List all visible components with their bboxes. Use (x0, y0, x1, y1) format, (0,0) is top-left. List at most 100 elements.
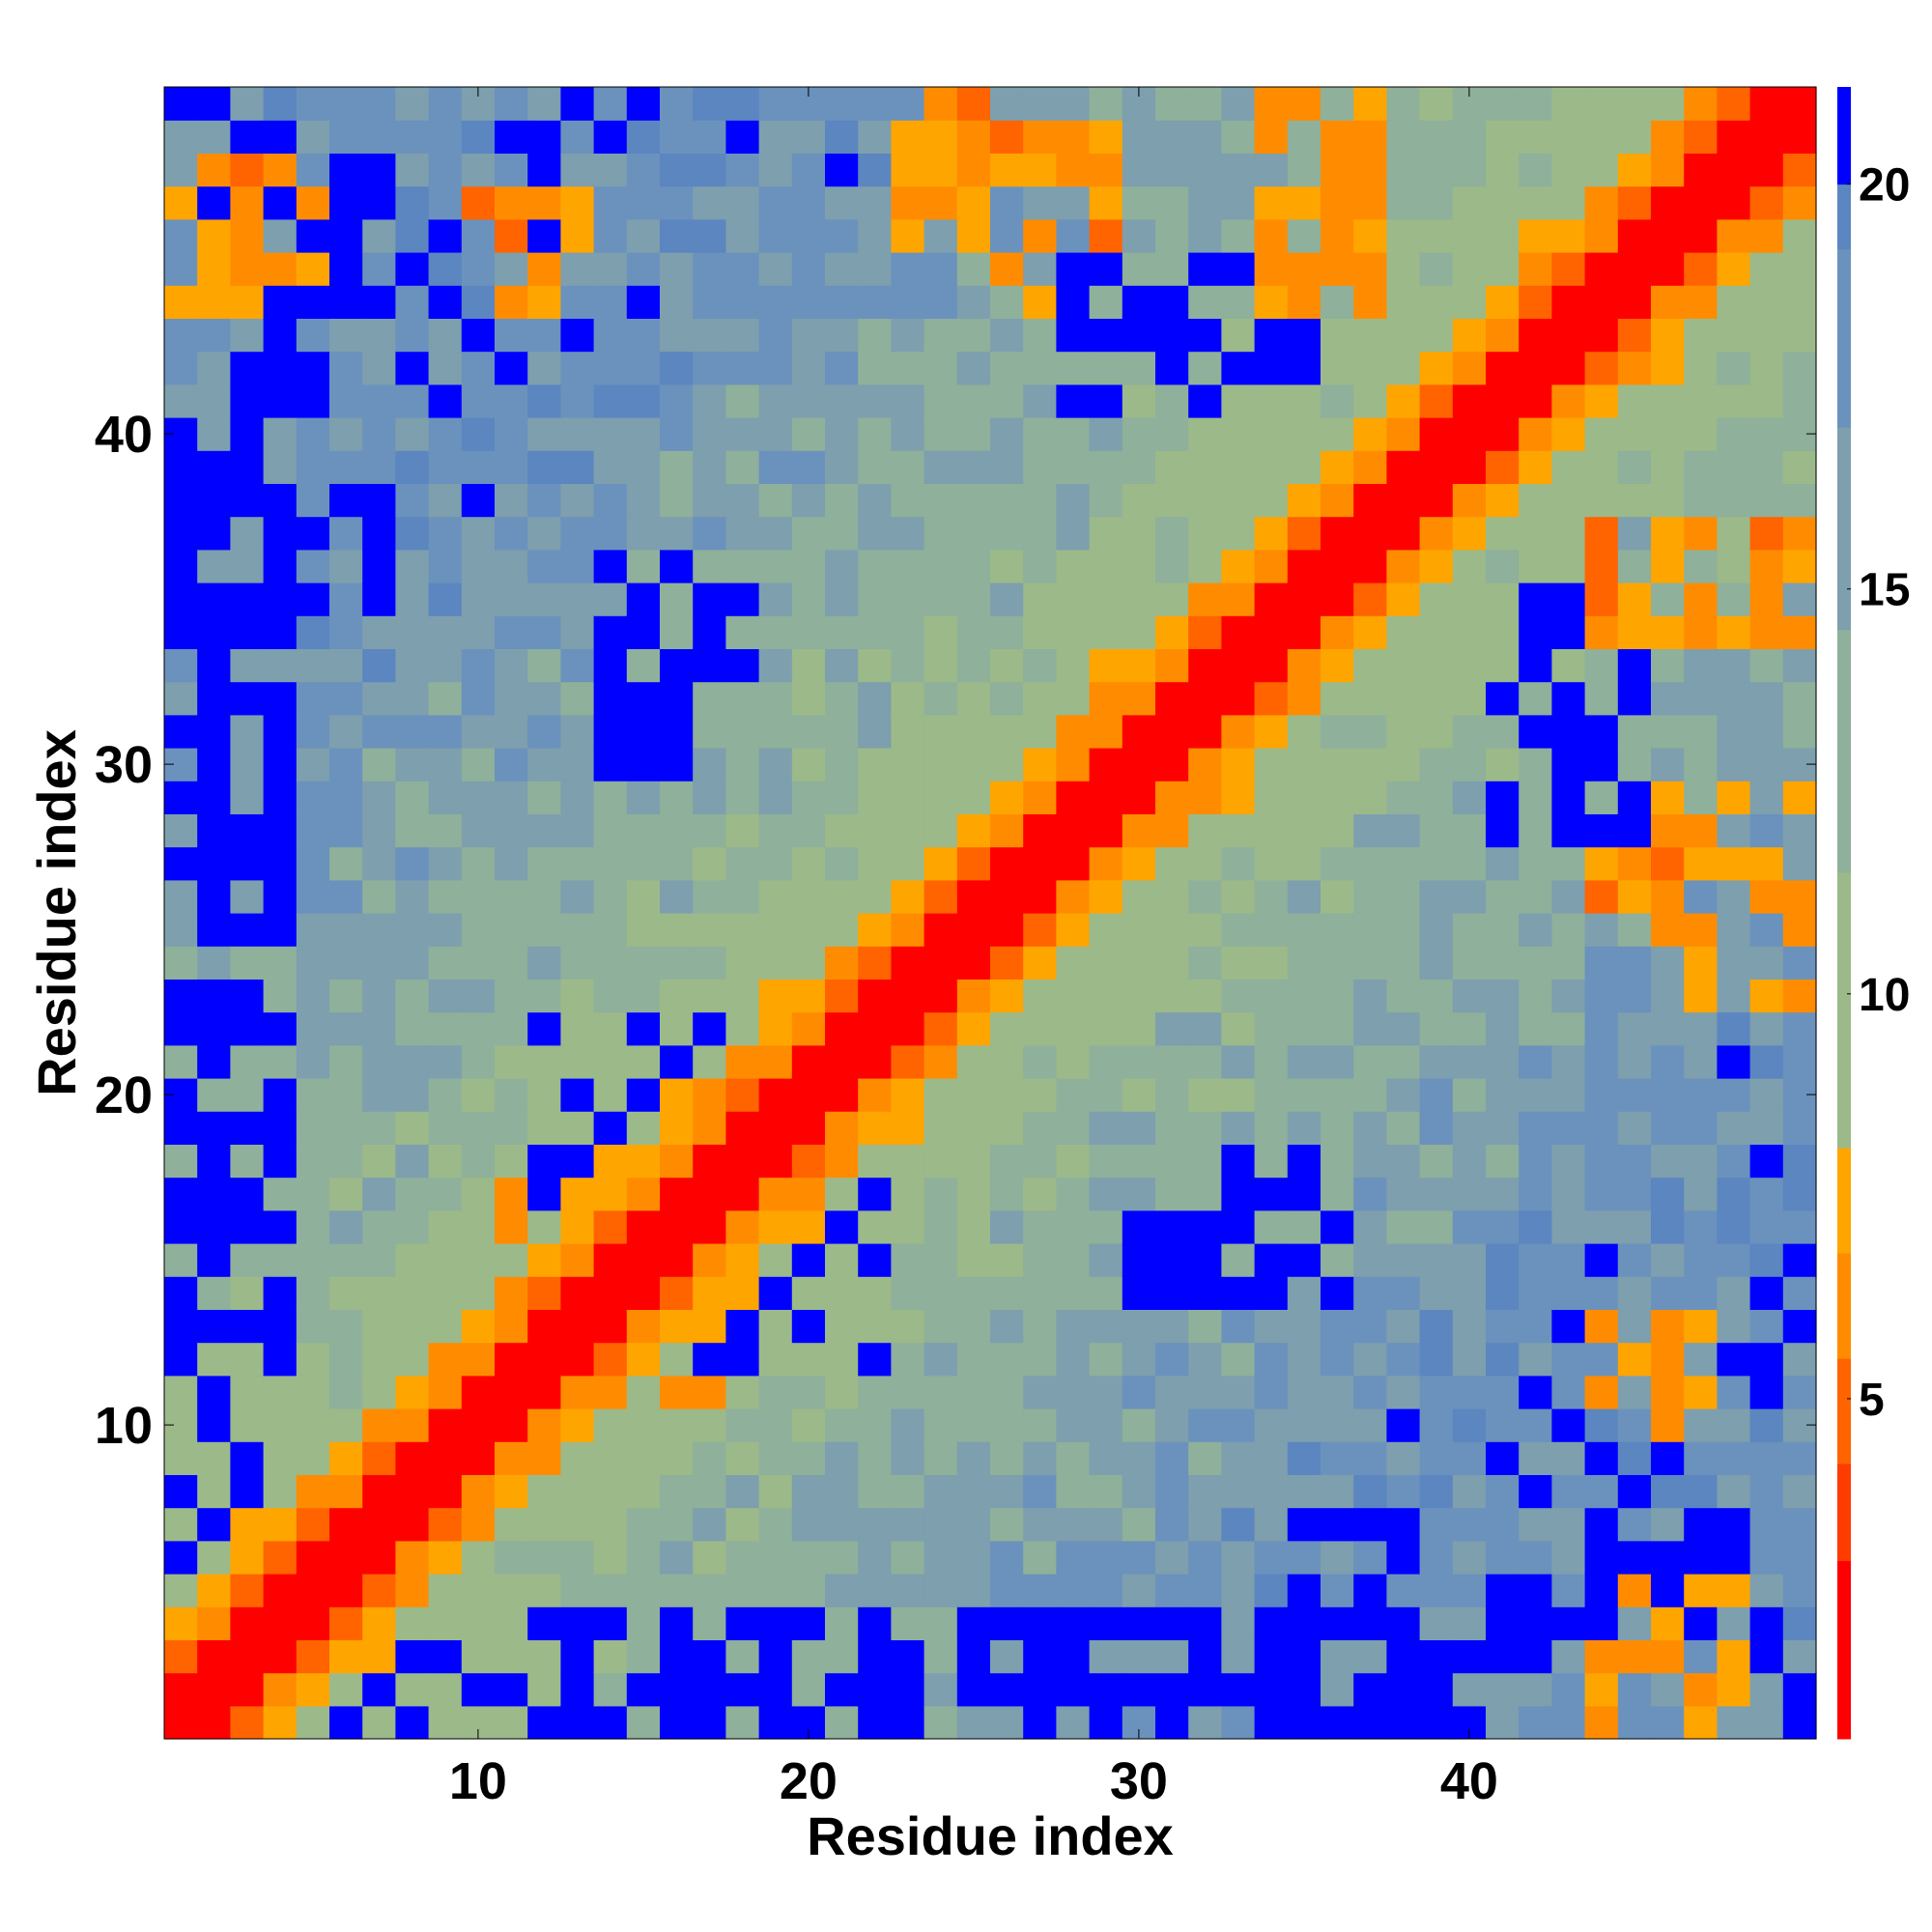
heatmap-cell (1617, 1309, 1652, 1344)
heatmap-cell (956, 1474, 991, 1509)
heatmap-cell (791, 714, 826, 749)
heatmap-cell (1684, 879, 1718, 914)
heatmap-cell (1782, 879, 1817, 914)
heatmap-cell (1221, 384, 1256, 418)
heatmap-cell (296, 913, 330, 947)
heatmap-cell (164, 913, 198, 947)
heatmap-cell (1419, 1209, 1454, 1244)
heatmap-cell (891, 483, 925, 518)
heatmap-cell (1287, 153, 1321, 187)
heatmap-cell (1617, 252, 1652, 286)
heatmap-cell (725, 681, 760, 716)
heatmap-cell (1023, 946, 1057, 980)
heatmap-cell (329, 1309, 363, 1344)
heatmap-cell (891, 417, 925, 451)
heatmap-cell (1287, 1507, 1321, 1542)
heatmap-cell (693, 1044, 726, 1079)
heatmap-cell (1452, 615, 1487, 649)
heatmap-cell (395, 549, 430, 583)
heatmap-cell (858, 384, 892, 418)
heatmap-cell (263, 417, 298, 451)
heatmap-cell (461, 218, 496, 253)
heatmap-cell (495, 1243, 528, 1277)
heatmap-cell (923, 1177, 958, 1211)
heatmap-cell (197, 813, 231, 848)
heatmap-cell (527, 1474, 561, 1509)
heatmap-cell (495, 87, 528, 121)
heatmap-cell (758, 285, 793, 319)
heatmap-cell (1321, 351, 1354, 385)
heatmap-cell (1254, 1243, 1289, 1277)
heatmap-cell (1617, 185, 1652, 220)
heatmap-cell (1321, 1011, 1354, 1046)
heatmap-cell (1519, 1639, 1552, 1674)
heatmap-cell (593, 1177, 628, 1211)
heatmap-cell (1551, 714, 1586, 749)
heatmap-cell (1023, 681, 1057, 716)
heatmap-cell (329, 946, 363, 980)
heatmap-cell (495, 1144, 528, 1179)
heatmap-cell (825, 582, 859, 616)
heatmap-cell (560, 979, 595, 1013)
heatmap-cell (1023, 615, 1057, 649)
heatmap-cell (461, 1672, 496, 1707)
heatmap-cell (593, 120, 628, 154)
heatmap-cell (1353, 1342, 1387, 1377)
heatmap-cell (1584, 879, 1619, 914)
heatmap-cell (1684, 1044, 1718, 1079)
heatmap-cell (428, 351, 463, 385)
heatmap-cell (1749, 1011, 1784, 1046)
heatmap-cell (1155, 946, 1189, 980)
heatmap-cell (1419, 1672, 1454, 1707)
heatmap-cell (1353, 351, 1387, 385)
heatmap-cell (758, 417, 793, 451)
heatmap-cell (1188, 1011, 1222, 1046)
heatmap-cell (329, 1111, 363, 1145)
heatmap-cell (1122, 318, 1156, 353)
heatmap-cell (560, 87, 595, 121)
heatmap-cell (1089, 1705, 1123, 1740)
heatmap-cell (1287, 1044, 1321, 1079)
heatmap-cell (956, 1177, 991, 1211)
heatmap-cell (362, 1144, 396, 1179)
heatmap-cell (660, 285, 694, 319)
heatmap-cell (230, 218, 265, 253)
heatmap-cell (1452, 1342, 1487, 1377)
heatmap-cell (1749, 946, 1784, 980)
heatmap-cell (1254, 185, 1289, 220)
heatmap-cell (1155, 218, 1189, 253)
heatmap-cell (1386, 946, 1421, 980)
heatmap-cell (1749, 252, 1784, 286)
heatmap-cell (560, 483, 595, 518)
heatmap-cell (230, 648, 265, 683)
heatmap-cell (296, 1705, 330, 1740)
heatmap-cell (1386, 252, 1421, 286)
heatmap-cell (1386, 1078, 1421, 1112)
heatmap-cell (923, 1044, 958, 1079)
heatmap-cell (362, 1574, 396, 1607)
heatmap-cell (1519, 1243, 1552, 1277)
heatmap-cell (1089, 549, 1123, 583)
heatmap-cell (1188, 1441, 1222, 1475)
heatmap-cell (1221, 1276, 1256, 1310)
heatmap-cell (626, 1507, 661, 1542)
heatmap-cell (891, 1111, 925, 1145)
heatmap-cell (1122, 483, 1156, 518)
heatmap-cell (329, 781, 363, 814)
heatmap-cell (1782, 1375, 1817, 1409)
heatmap-cell (758, 1111, 793, 1145)
heatmap-cell (1452, 1276, 1487, 1310)
heatmap-cell (1089, 153, 1123, 187)
heatmap-cell (923, 549, 958, 583)
heatmap-cell (428, 549, 463, 583)
heatmap-cell (1023, 1606, 1057, 1640)
heatmap-cell (1386, 87, 1421, 121)
heatmap-cell (1782, 483, 1817, 518)
heatmap-cell (1452, 1507, 1487, 1542)
x-tick-label: 20 (780, 1752, 838, 1810)
heatmap-cell (1717, 582, 1751, 616)
heatmap-cell (1419, 153, 1454, 187)
heatmap-cell (527, 1408, 561, 1442)
heatmap-cell (1155, 1209, 1189, 1244)
heatmap-cell (362, 87, 396, 121)
